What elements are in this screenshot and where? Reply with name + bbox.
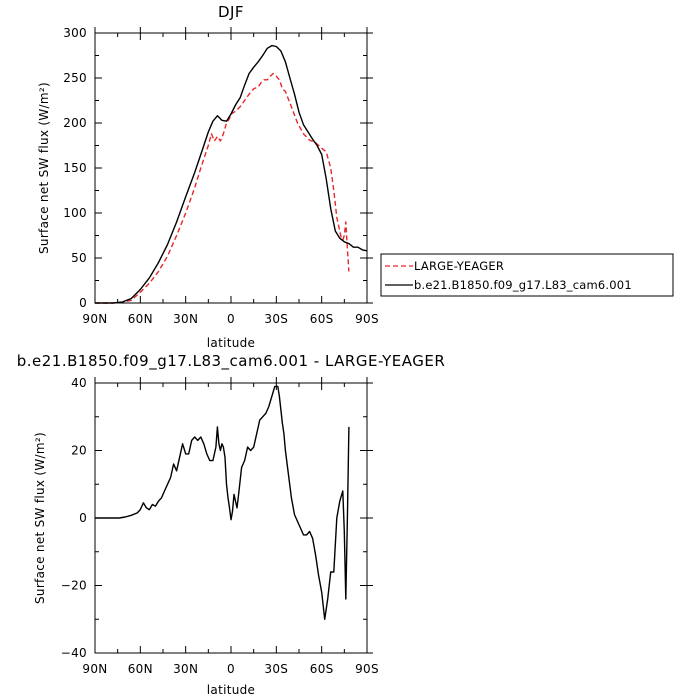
bottom-x-tick-label: 90S [355,662,379,676]
top-x-tick-label: 30S [264,312,288,326]
top-y-tick-label: 50 [71,251,87,265]
bottom-y-axis-label: Surface net SW flux (W/m²) [33,432,47,604]
top-y-tick-label: 150 [63,161,87,175]
bottom-x-axis-label: latitude [207,683,255,697]
top-y-tick-label: 100 [63,206,87,220]
top-plot-frame [94,32,368,304]
top-chart-title: DJF [218,3,244,21]
top-x-tick-label: 60S [310,312,334,326]
bottom-x-tick-label: 0 [227,662,235,676]
top-y-tick-label: 0 [79,296,87,310]
bottom-y-tick-label: −40 [61,646,87,660]
top-x-tick-label: 90N [82,312,107,326]
top-x-tick-label: 30N [173,312,198,326]
bottom-panel: b.e21.B1850.f09_g17.L83_cam6.001 - LARGE… [17,352,446,697]
bottom-x-tick-label: 30S [264,662,288,676]
bottom-x-tick-label: 90N [82,662,107,676]
bottom-y-tick-label: −20 [61,579,87,593]
top-y-tick-label: 200 [63,116,87,130]
top-series-line-1 [95,44,368,304]
bottom-x-tick-label: 30N [173,662,198,676]
bottom-x-tick-label: 60N [128,662,153,676]
top-y-axis-label: Surface net SW flux (W/m²) [37,82,51,254]
bottom-series-line-0 [95,385,350,620]
top-y-tick-label: 300 [63,26,87,40]
top-panel: DJF 90N 60N 30N 0 30S 60S 90S 0 50 100 150 200 250 30… [37,3,379,350]
legend-label-large-yeager: LARGE-YEAGER [414,259,504,273]
top-x-tick-label: 90S [355,312,379,326]
legend: LARGE-YEAGER b.e21.B1850.f09_g17.L83_cam… [380,253,674,297]
bottom-chart-title: b.e21.B1850.f09_g17.L83_cam6.001 - LARGE… [17,352,446,371]
bottom-y-tick-label: 20 [71,444,87,458]
legend-label-b1850: b.e21.B1850.f09_g17.L83_cam6.001 [414,278,632,292]
legend-box [380,253,674,297]
bottom-y-tick-label: 0 [79,511,87,525]
top-series-line-0 [95,72,350,304]
top-y-tick-label: 250 [63,71,87,85]
top-x-axis-label: latitude [207,336,255,350]
top-x-tick-label: 0 [227,312,235,326]
top-x-tick-label: 60N [128,312,153,326]
bottom-x-tick-label: 60S [310,662,334,676]
bottom-y-tick-label: 40 [71,376,87,390]
